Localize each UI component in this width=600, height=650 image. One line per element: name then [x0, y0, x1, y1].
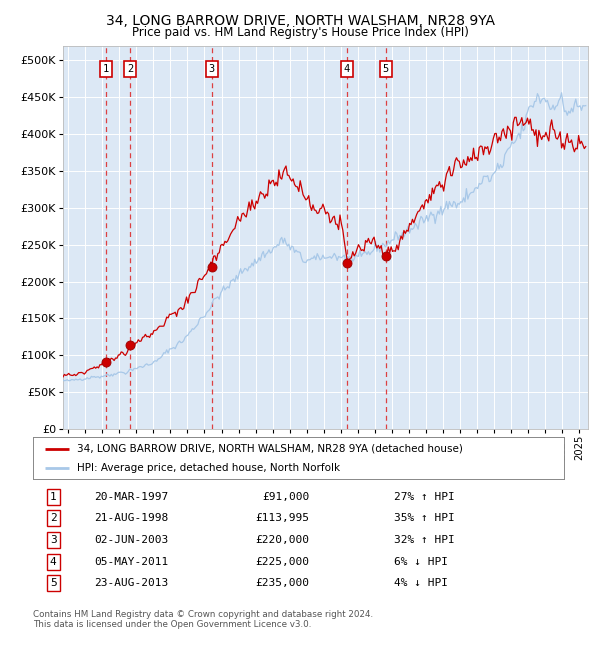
Text: 05-MAY-2011: 05-MAY-2011 — [94, 556, 169, 567]
Text: 20-MAR-1997: 20-MAR-1997 — [94, 492, 169, 502]
Text: £225,000: £225,000 — [255, 556, 309, 567]
Text: 2: 2 — [127, 64, 133, 74]
Text: 3: 3 — [209, 64, 215, 74]
Text: £91,000: £91,000 — [262, 492, 309, 502]
Text: HPI: Average price, detached house, North Norfolk: HPI: Average price, detached house, Nort… — [77, 463, 340, 473]
Text: 27% ↑ HPI: 27% ↑ HPI — [394, 492, 455, 502]
Text: £113,995: £113,995 — [255, 514, 309, 523]
Text: 5: 5 — [383, 64, 389, 74]
Text: 3: 3 — [50, 535, 56, 545]
Text: 1: 1 — [103, 64, 109, 74]
Text: £220,000: £220,000 — [255, 535, 309, 545]
Text: 32% ↑ HPI: 32% ↑ HPI — [394, 535, 455, 545]
Text: £235,000: £235,000 — [255, 578, 309, 588]
Text: 34, LONG BARROW DRIVE, NORTH WALSHAM, NR28 9YA: 34, LONG BARROW DRIVE, NORTH WALSHAM, NR… — [106, 14, 494, 29]
Text: Price paid vs. HM Land Registry's House Price Index (HPI): Price paid vs. HM Land Registry's House … — [131, 26, 469, 39]
Text: 4: 4 — [50, 556, 56, 567]
Text: 2: 2 — [50, 514, 56, 523]
Text: 23-AUG-2013: 23-AUG-2013 — [94, 578, 169, 588]
Text: 4: 4 — [344, 64, 350, 74]
Text: 4% ↓ HPI: 4% ↓ HPI — [394, 578, 448, 588]
Text: 02-JUN-2003: 02-JUN-2003 — [94, 535, 169, 545]
Text: 6% ↓ HPI: 6% ↓ HPI — [394, 556, 448, 567]
Text: 5: 5 — [50, 578, 56, 588]
Text: Contains HM Land Registry data © Crown copyright and database right 2024.: Contains HM Land Registry data © Crown c… — [33, 610, 373, 619]
Text: 35% ↑ HPI: 35% ↑ HPI — [394, 514, 455, 523]
Text: 1: 1 — [50, 492, 56, 502]
Text: 21-AUG-1998: 21-AUG-1998 — [94, 514, 169, 523]
Text: 34, LONG BARROW DRIVE, NORTH WALSHAM, NR28 9YA (detached house): 34, LONG BARROW DRIVE, NORTH WALSHAM, NR… — [77, 444, 463, 454]
Text: This data is licensed under the Open Government Licence v3.0.: This data is licensed under the Open Gov… — [33, 620, 311, 629]
